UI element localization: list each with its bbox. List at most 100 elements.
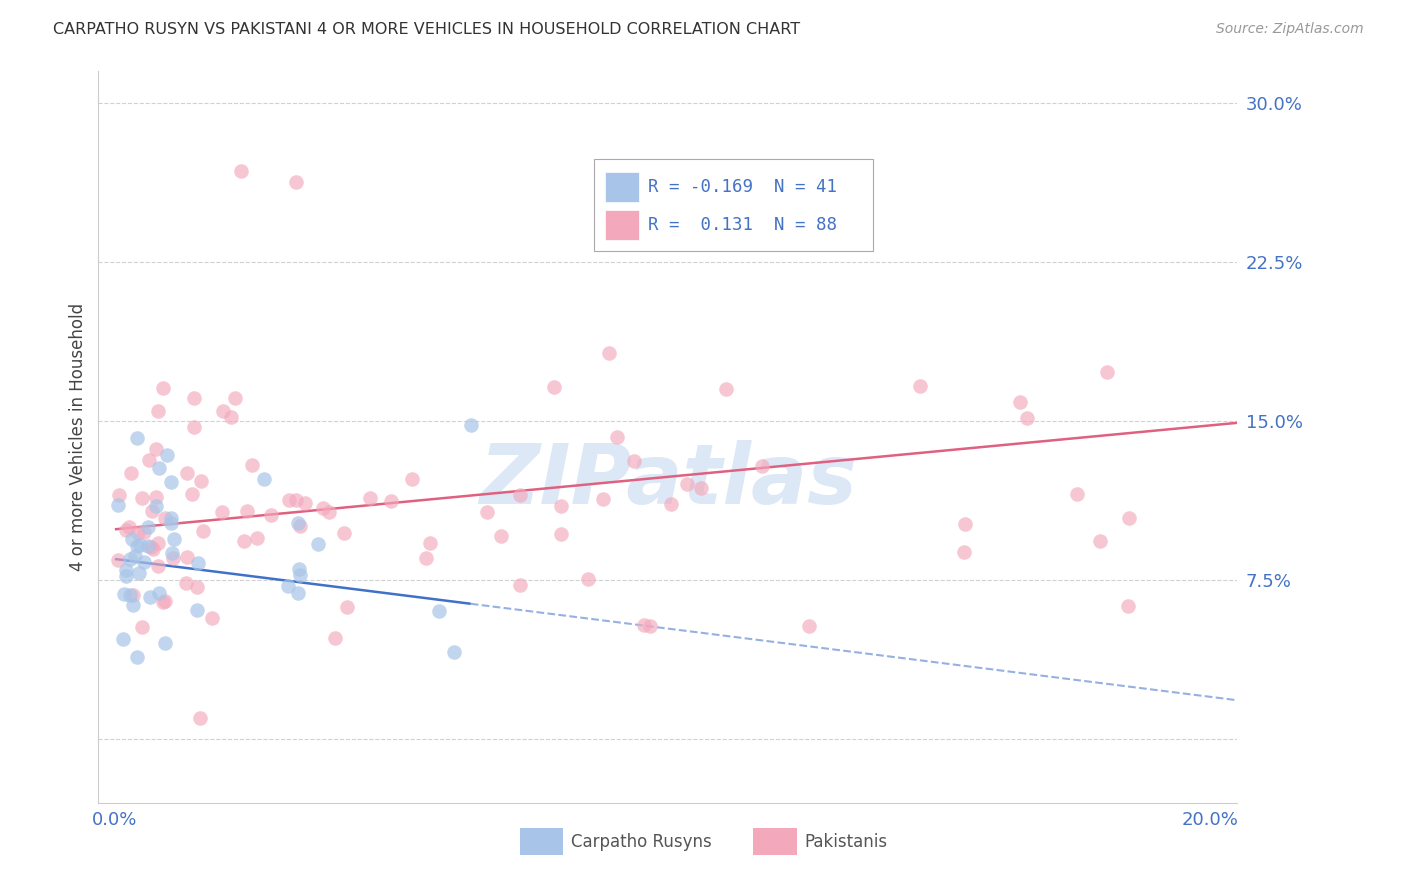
- Bar: [605, 171, 640, 202]
- Point: [509, 578, 531, 592]
- Point: [138, 453, 160, 467]
- Point: [183, 391, 205, 405]
- Point: [115, 563, 138, 577]
- Point: [187, 557, 209, 571]
- Point: [278, 493, 301, 508]
- Point: [1116, 599, 1139, 613]
- Point: [592, 491, 614, 506]
- Point: [311, 501, 333, 516]
- Point: [148, 536, 170, 550]
- Point: [543, 380, 565, 394]
- Point: [139, 540, 162, 554]
- Point: [288, 562, 311, 576]
- Point: [489, 529, 512, 543]
- Y-axis label: 4 or more Vehicles in Household: 4 or more Vehicles in Household: [69, 303, 87, 571]
- Point: [136, 539, 159, 553]
- Point: [127, 526, 149, 541]
- Point: [211, 506, 233, 520]
- Point: [232, 534, 254, 549]
- Point: [124, 549, 146, 563]
- Point: [219, 410, 242, 425]
- Point: [606, 430, 628, 444]
- Point: [509, 488, 531, 502]
- Point: [107, 498, 129, 512]
- Point: [115, 569, 138, 583]
- Point: [112, 632, 135, 647]
- Point: [148, 404, 170, 418]
- Point: [108, 488, 131, 502]
- Point: [908, 378, 931, 392]
- Point: [284, 175, 307, 189]
- Point: [443, 645, 465, 659]
- Point: [336, 599, 359, 614]
- Point: [145, 442, 167, 457]
- Text: Pakistanis: Pakistanis: [804, 832, 887, 851]
- Point: [128, 566, 150, 581]
- Point: [224, 391, 246, 405]
- Point: [153, 511, 176, 525]
- Point: [176, 549, 198, 564]
- Point: [120, 588, 142, 602]
- Point: [380, 494, 402, 508]
- Point: [156, 449, 179, 463]
- Point: [419, 536, 441, 550]
- Point: [245, 532, 267, 546]
- Point: [152, 595, 174, 609]
- FancyBboxPatch shape: [593, 159, 873, 251]
- Point: [460, 418, 482, 433]
- Point: [953, 545, 976, 559]
- Point: [212, 403, 235, 417]
- Point: [1090, 534, 1112, 549]
- Point: [139, 591, 162, 605]
- Point: [201, 611, 224, 625]
- Point: [181, 487, 204, 501]
- Point: [716, 382, 738, 396]
- Point: [183, 420, 205, 434]
- Point: [415, 551, 437, 566]
- Point: [129, 538, 152, 552]
- Point: [160, 546, 183, 560]
- Point: [141, 504, 163, 518]
- Point: [285, 493, 308, 508]
- Point: [229, 164, 252, 178]
- Point: [1008, 395, 1031, 409]
- Point: [118, 520, 141, 534]
- Point: [690, 481, 713, 495]
- Point: [475, 505, 498, 519]
- Point: [186, 580, 208, 594]
- Point: [120, 466, 142, 480]
- Point: [633, 618, 655, 632]
- Point: [142, 541, 165, 556]
- Point: [125, 649, 148, 664]
- Point: [235, 504, 257, 518]
- Point: [401, 471, 423, 485]
- Point: [148, 460, 170, 475]
- Point: [1066, 487, 1088, 501]
- Point: [427, 603, 450, 617]
- Point: [152, 381, 174, 395]
- Point: [953, 517, 976, 532]
- Point: [550, 526, 572, 541]
- Point: [751, 458, 773, 473]
- Point: [659, 497, 682, 511]
- Point: [118, 552, 141, 566]
- Text: Carpatho Rusyns: Carpatho Rusyns: [571, 832, 711, 851]
- Point: [162, 550, 184, 565]
- Point: [125, 431, 148, 445]
- Point: [1017, 411, 1039, 425]
- Point: [162, 532, 184, 546]
- Point: [155, 636, 177, 650]
- Point: [550, 500, 572, 514]
- Text: R = -0.169  N = 41: R = -0.169 N = 41: [648, 178, 838, 196]
- Point: [287, 516, 309, 530]
- Point: [132, 555, 155, 569]
- Text: Source: ZipAtlas.com: Source: ZipAtlas.com: [1216, 22, 1364, 37]
- Point: [240, 458, 263, 472]
- Point: [1118, 510, 1140, 524]
- Point: [136, 520, 159, 534]
- Point: [253, 472, 276, 486]
- Point: [176, 466, 198, 480]
- Point: [193, 524, 215, 539]
- Text: R =  0.131  N = 88: R = 0.131 N = 88: [648, 216, 838, 234]
- Point: [332, 525, 354, 540]
